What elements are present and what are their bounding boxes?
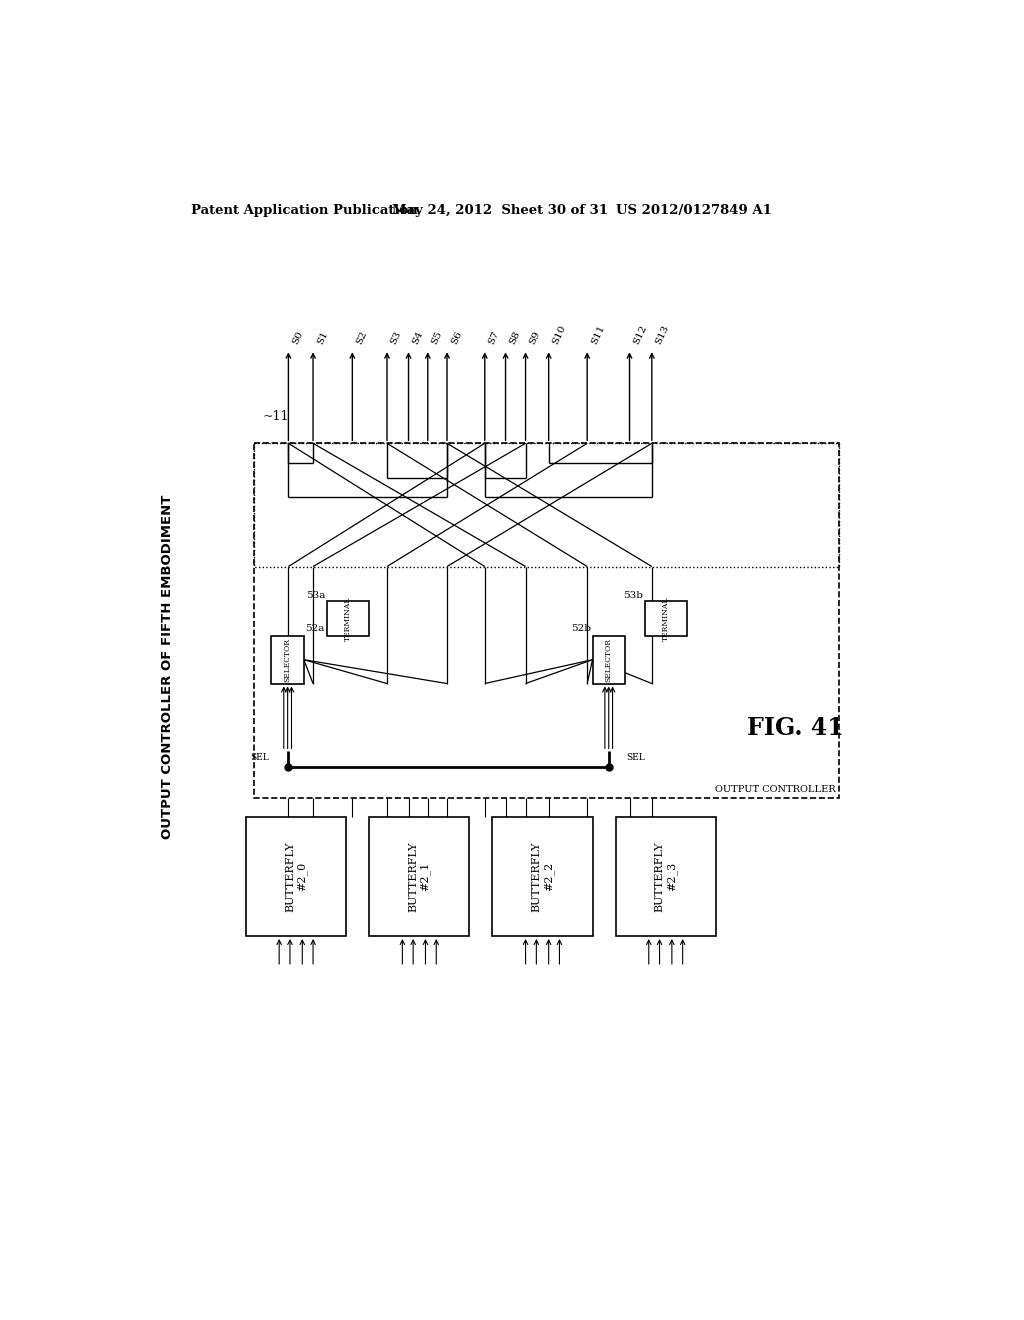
Text: BUTTERFLY
#2_0: BUTTERFLY #2_0: [285, 841, 307, 912]
Text: FIG. 41: FIG. 41: [746, 717, 844, 741]
Bar: [645, 601, 687, 636]
Text: S4: S4: [411, 330, 425, 346]
Bar: [370, 817, 469, 936]
Text: Patent Application Publication: Patent Application Publication: [190, 205, 418, 218]
Bar: [246, 817, 346, 936]
Text: S10: S10: [551, 323, 567, 346]
Text: TERMINAL: TERMINAL: [344, 597, 352, 640]
Bar: [271, 636, 304, 684]
Text: 52a: 52a: [304, 624, 324, 632]
Text: 53a: 53a: [306, 590, 326, 599]
Text: US 2012/0127849 A1: US 2012/0127849 A1: [615, 205, 771, 218]
Text: 52b: 52b: [571, 624, 591, 632]
Bar: [254, 444, 839, 797]
Bar: [615, 817, 716, 936]
Text: S5: S5: [430, 330, 444, 346]
Text: S6: S6: [450, 330, 463, 346]
Text: S9: S9: [528, 330, 542, 346]
Bar: [493, 817, 593, 936]
Bar: [327, 601, 370, 636]
Text: TERMINAL: TERMINAL: [663, 597, 670, 640]
Text: S13: S13: [654, 323, 671, 346]
Text: S7: S7: [487, 330, 501, 346]
Text: S8: S8: [508, 330, 522, 346]
Text: May 24, 2012  Sheet 30 of 31: May 24, 2012 Sheet 30 of 31: [392, 205, 608, 218]
Bar: [593, 636, 625, 684]
Text: S3: S3: [389, 330, 403, 346]
Text: S2: S2: [354, 330, 369, 346]
Text: S12: S12: [632, 323, 648, 346]
Text: ~11: ~11: [263, 409, 290, 422]
Text: S0: S0: [291, 330, 305, 346]
Text: BUTTERFLY
#2_2: BUTTERFLY #2_2: [531, 841, 554, 912]
Text: OUTPUT CONTROLLER OF FIFTH EMBODIMENT: OUTPUT CONTROLLER OF FIFTH EMBODIMENT: [161, 495, 174, 838]
Text: SELECTOR: SELECTOR: [284, 638, 292, 681]
Text: BUTTERFLY
#2_1: BUTTERFLY #2_1: [409, 841, 430, 912]
Text: SELECTOR: SELECTOR: [605, 638, 612, 681]
Text: 53b: 53b: [624, 590, 643, 599]
Text: BUTTERFLY
#2_3: BUTTERFLY #2_3: [654, 841, 677, 912]
Text: SEL: SEL: [251, 752, 269, 762]
Text: S11: S11: [590, 323, 606, 346]
Bar: [254, 444, 839, 566]
Text: OUTPUT CONTROLLER: OUTPUT CONTROLLER: [715, 785, 836, 795]
Text: SEL: SEL: [627, 752, 645, 762]
Text: S1: S1: [315, 330, 330, 346]
